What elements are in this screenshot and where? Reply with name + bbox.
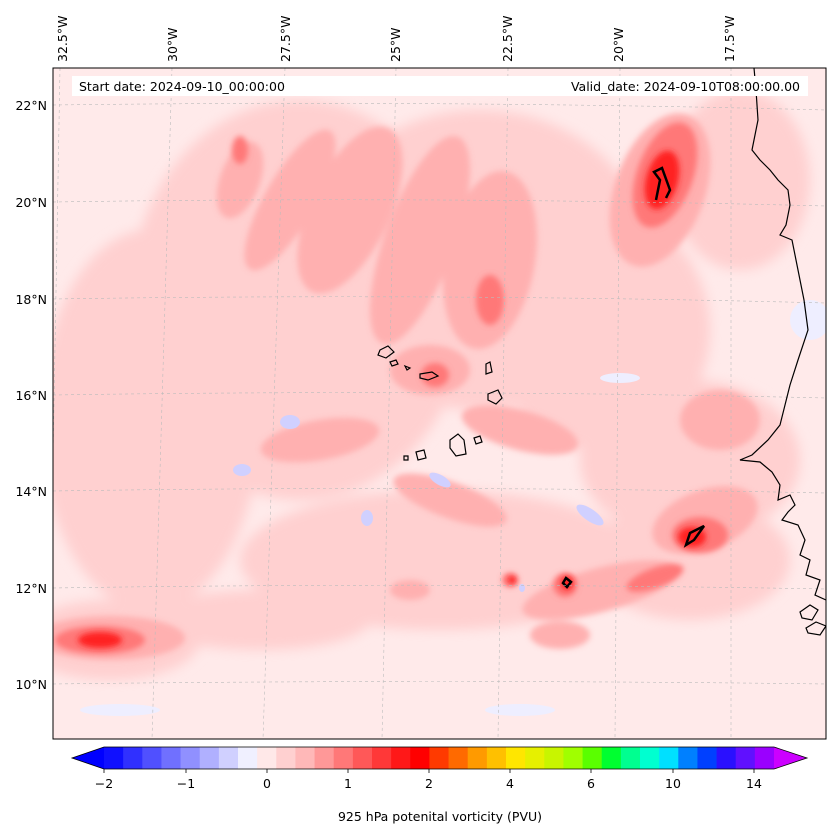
colorbar-segment — [218, 747, 239, 769]
colorbar-tick-label: 14 — [746, 776, 762, 791]
pv-field-negative — [80, 300, 826, 716]
lon-label: 27.5°W — [278, 16, 293, 62]
latitude-labels: 22°N 20°N 18°N 16°N 14°N 12°N 10°N — [15, 98, 47, 692]
valid-date-label: Valid_date: 2024-09-10T08:00:00.00 — [571, 79, 800, 94]
colorbar-segment — [716, 747, 737, 769]
lon-label: 30°W — [165, 27, 180, 62]
pv-field-peak — [78, 150, 706, 648]
colorbar-segment — [544, 747, 564, 769]
colorbar-segment — [678, 747, 698, 769]
colorbar-segment — [506, 747, 526, 769]
colorbar-segment — [180, 747, 201, 769]
colorbar-label: 925 hPa potenital vorticity (PVU) — [338, 809, 542, 824]
colorbar-tick-label: 1 — [344, 776, 352, 791]
colorbar-segment — [754, 747, 775, 769]
lon-label: 20°W — [611, 27, 626, 62]
colorbar-segment — [601, 747, 622, 769]
lat-label: 10°N — [15, 677, 47, 692]
lat-label: 22°N — [15, 98, 47, 113]
colorbar-segment — [199, 747, 220, 769]
start-date-label: Start date: 2024-09-10_00:00:00 — [79, 79, 285, 94]
colorbar-segment — [410, 747, 430, 769]
colorbar-segment — [659, 747, 679, 769]
colorbar-segment — [429, 747, 449, 769]
colorbar-segment — [391, 747, 411, 769]
map-plot-area — [53, 68, 826, 739]
colorbar-segment — [448, 747, 469, 769]
colorbar-segment — [295, 747, 315, 769]
lat-label: 12°N — [15, 581, 47, 596]
colorbar-segment — [467, 747, 488, 769]
colorbar-segment — [238, 747, 258, 769]
colorbar-segment — [104, 747, 124, 769]
coastline — [739, 68, 826, 636]
colorbar-extend-high — [774, 747, 807, 769]
colorbar-tick-label: −2 — [95, 776, 113, 791]
colorbar-segment — [697, 747, 717, 769]
lon-label: 22.5°W — [500, 16, 515, 62]
longitude-labels: 32.5°W 30°W 27.5°W 25°W 22.5°W 20°W 17.5… — [55, 16, 737, 62]
colorbar-segment — [563, 747, 583, 769]
colorbar-tick-label: 6 — [587, 776, 595, 791]
colorbar-segment — [735, 747, 756, 769]
colorbar-tick-label: 0 — [263, 776, 271, 791]
cape-verde-islands — [377, 345, 503, 461]
colorbar-segment — [333, 747, 354, 769]
colorbar-segment — [486, 747, 507, 769]
colorbar-ticks — [103, 769, 755, 773]
lon-label: 25°W — [388, 27, 403, 62]
colorbar-segment — [314, 747, 335, 769]
lat-label: 20°N — [15, 195, 47, 210]
colorbar-tick-label: 4 — [506, 776, 514, 791]
colorbar-segment — [372, 747, 392, 769]
colorbar-segment — [525, 747, 545, 769]
colorbar-segment — [161, 747, 181, 769]
colorbar-tick-label: 10 — [665, 776, 681, 791]
colorbar-segment — [142, 747, 162, 769]
colorbar-segment — [257, 747, 277, 769]
pv-field-mid — [53, 113, 760, 660]
colorbar-tick-label: 2 — [425, 776, 433, 791]
colorbar: −2 −1 0 1 2 4 6 10 14 925 hPa potenital … — [70, 746, 809, 824]
colorbar-segments — [104, 747, 775, 769]
plot-frame — [52, 67, 827, 740]
lat-label: 18°N — [15, 292, 47, 307]
lon-label: 17.5°W — [722, 16, 737, 62]
header-box — [72, 76, 808, 96]
graticule — [53, 68, 826, 739]
colorbar-tick-label: −1 — [177, 776, 195, 791]
colorbar-extend-low — [72, 747, 104, 769]
colorbar-segment — [276, 747, 296, 769]
lon-label: 32.5°W — [55, 16, 70, 62]
colorbar-segment — [582, 747, 603, 769]
colorbar-segment — [640, 747, 660, 769]
colorbar-segment — [123, 747, 143, 769]
lat-label: 14°N — [15, 484, 47, 499]
lat-label: 16°N — [15, 388, 47, 403]
colorbar-segment — [620, 747, 641, 769]
colorbar-segment — [352, 747, 373, 769]
